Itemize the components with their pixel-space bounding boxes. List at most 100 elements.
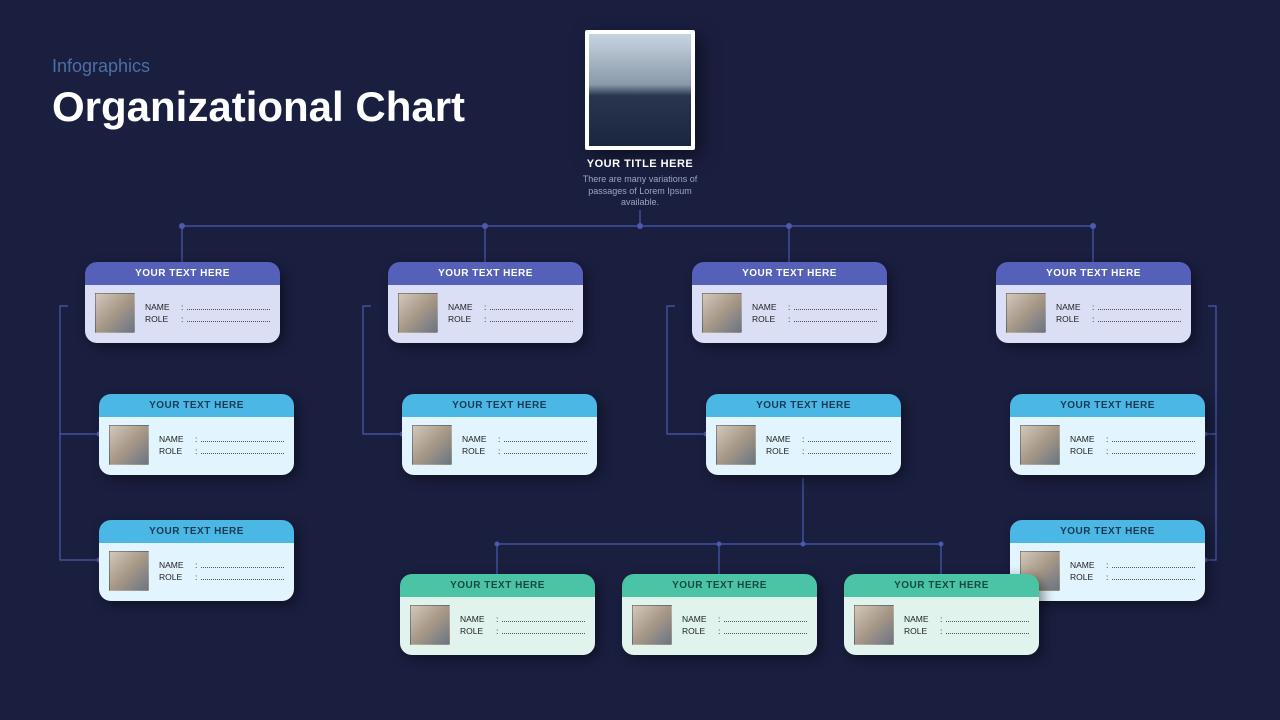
page-title: Organizational Chart bbox=[52, 83, 465, 131]
person-photo bbox=[109, 425, 149, 465]
role-label: ROLE bbox=[752, 314, 784, 324]
role-value bbox=[201, 572, 284, 580]
name-label: NAME bbox=[766, 434, 798, 444]
org-card: YOUR TEXT HERENAME:ROLE: bbox=[402, 394, 597, 475]
name-value bbox=[724, 614, 807, 622]
org-card: YOUR TEXT HERENAME:ROLE: bbox=[1010, 520, 1205, 601]
org-card: YOUR TEXT HERENAME:ROLE: bbox=[706, 394, 901, 475]
org-card: YOUR TEXT HERENAME:ROLE: bbox=[85, 262, 280, 343]
card-header: YOUR TEXT HERE bbox=[99, 520, 294, 543]
name-label: NAME bbox=[752, 302, 784, 312]
org-card: YOUR TEXT HERENAME:ROLE: bbox=[400, 574, 595, 655]
person-photo bbox=[1006, 293, 1046, 333]
card-body: NAME:ROLE: bbox=[99, 417, 294, 475]
name-label: NAME bbox=[448, 302, 480, 312]
role-value bbox=[1112, 446, 1195, 454]
role-value bbox=[490, 314, 573, 322]
role-value bbox=[187, 314, 270, 322]
name-value bbox=[794, 302, 877, 310]
name-value bbox=[201, 434, 284, 442]
card-header: YOUR TEXT HERE bbox=[844, 574, 1039, 597]
card-header: YOUR TEXT HERE bbox=[692, 262, 887, 285]
role-label: ROLE bbox=[1056, 314, 1088, 324]
role-value bbox=[946, 626, 1029, 634]
role-label: ROLE bbox=[448, 314, 480, 324]
card-body: NAME:ROLE: bbox=[622, 597, 817, 655]
person-photo bbox=[716, 425, 756, 465]
org-card: YOUR TEXT HERENAME:ROLE: bbox=[99, 520, 294, 601]
name-value bbox=[504, 434, 587, 442]
role-value bbox=[724, 626, 807, 634]
card-body: NAME:ROLE: bbox=[85, 285, 280, 343]
role-value bbox=[794, 314, 877, 322]
card-header: YOUR TEXT HERE bbox=[402, 394, 597, 417]
card-header: YOUR TEXT HERE bbox=[1010, 394, 1205, 417]
card-body: NAME:ROLE: bbox=[996, 285, 1191, 343]
org-card: YOUR TEXT HERENAME:ROLE: bbox=[388, 262, 583, 343]
role-value bbox=[504, 446, 587, 454]
role-label: ROLE bbox=[1070, 446, 1102, 456]
name-label: NAME bbox=[682, 614, 714, 624]
role-value bbox=[1098, 314, 1181, 322]
card-header: YOUR TEXT HERE bbox=[85, 262, 280, 285]
name-label: NAME bbox=[1056, 302, 1088, 312]
name-value bbox=[502, 614, 585, 622]
person-photo bbox=[632, 605, 672, 645]
card-body: NAME:ROLE: bbox=[99, 543, 294, 601]
name-value bbox=[1112, 560, 1195, 568]
org-card: YOUR TEXT HERENAME:ROLE: bbox=[99, 394, 294, 475]
card-body: NAME:ROLE: bbox=[1010, 543, 1205, 601]
org-card: YOUR TEXT HERENAME:ROLE: bbox=[692, 262, 887, 343]
org-card: YOUR TEXT HERENAME:ROLE: bbox=[622, 574, 817, 655]
ceo-title: YOUR TITLE HERE bbox=[575, 158, 705, 170]
role-label: ROLE bbox=[766, 446, 798, 456]
eyebrow-text: Infographics bbox=[52, 56, 465, 77]
card-header: YOUR TEXT HERE bbox=[706, 394, 901, 417]
person-photo bbox=[95, 293, 135, 333]
ceo-node: YOUR TITLE HERE There are many variation… bbox=[575, 30, 705, 209]
card-body: NAME:ROLE: bbox=[1010, 417, 1205, 475]
person-photo bbox=[398, 293, 438, 333]
name-label: NAME bbox=[1070, 560, 1102, 570]
card-header: YOUR TEXT HERE bbox=[622, 574, 817, 597]
person-photo bbox=[702, 293, 742, 333]
role-value bbox=[502, 626, 585, 634]
person-photo bbox=[410, 605, 450, 645]
card-body: NAME:ROLE: bbox=[400, 597, 595, 655]
name-label: NAME bbox=[159, 434, 191, 444]
role-label: ROLE bbox=[682, 626, 714, 636]
org-card: YOUR TEXT HERENAME:ROLE: bbox=[1010, 394, 1205, 475]
card-header: YOUR TEXT HERE bbox=[388, 262, 583, 285]
card-header: YOUR TEXT HERE bbox=[1010, 520, 1205, 543]
page-heading: Infographics Organizational Chart bbox=[52, 56, 465, 131]
card-header: YOUR TEXT HERE bbox=[996, 262, 1191, 285]
name-value bbox=[201, 560, 284, 568]
name-value bbox=[490, 302, 573, 310]
card-body: NAME:ROLE: bbox=[692, 285, 887, 343]
role-label: ROLE bbox=[159, 572, 191, 582]
role-label: ROLE bbox=[904, 626, 936, 636]
name-label: NAME bbox=[159, 560, 191, 570]
org-card: YOUR TEXT HERENAME:ROLE: bbox=[996, 262, 1191, 343]
card-body: NAME:ROLE: bbox=[706, 417, 901, 475]
name-label: NAME bbox=[145, 302, 177, 312]
name-value bbox=[1098, 302, 1181, 310]
role-label: ROLE bbox=[460, 626, 492, 636]
card-body: NAME:ROLE: bbox=[844, 597, 1039, 655]
org-card: YOUR TEXT HERENAME:ROLE: bbox=[844, 574, 1039, 655]
name-value bbox=[187, 302, 270, 310]
name-value bbox=[1112, 434, 1195, 442]
ceo-subtitle: There are many variations of passages of… bbox=[575, 174, 705, 209]
name-value bbox=[946, 614, 1029, 622]
person-photo bbox=[109, 551, 149, 591]
role-value bbox=[808, 446, 891, 454]
role-label: ROLE bbox=[1070, 572, 1102, 582]
card-body: NAME:ROLE: bbox=[388, 285, 583, 343]
card-body: NAME:ROLE: bbox=[402, 417, 597, 475]
name-label: NAME bbox=[462, 434, 494, 444]
name-value bbox=[808, 434, 891, 442]
person-photo bbox=[854, 605, 894, 645]
card-header: YOUR TEXT HERE bbox=[400, 574, 595, 597]
role-value bbox=[1112, 572, 1195, 580]
role-label: ROLE bbox=[159, 446, 191, 456]
